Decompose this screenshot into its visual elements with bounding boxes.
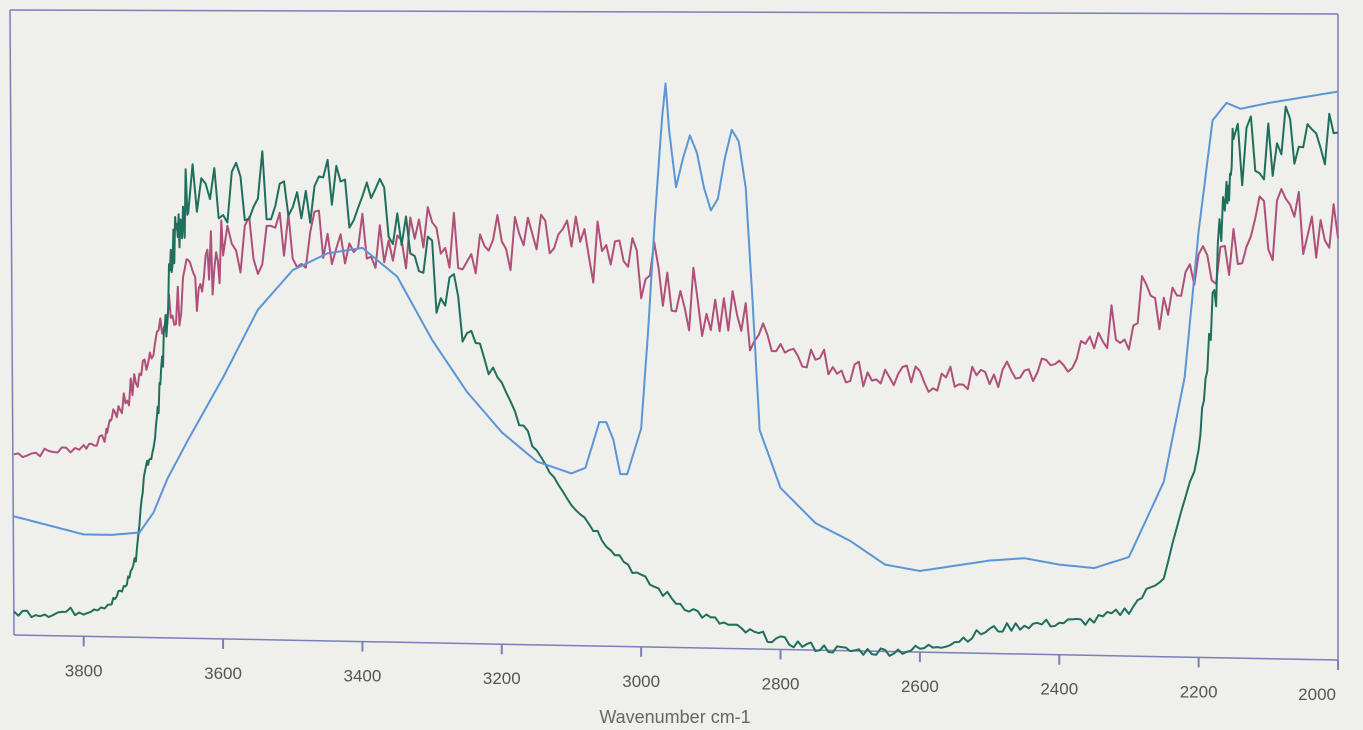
x-axis-title: Wavenumber cm-1 [599,707,750,727]
series-line-2 [13,105,1339,657]
x-tick-label: 2600 [901,677,939,696]
x-tick-label: 3400 [344,667,382,686]
x-tick-label: 3000 [622,672,660,691]
x-tick-label: 3600 [204,664,242,683]
plot-frame-top [9,9,1339,15]
x-tick-label: 2800 [762,674,800,693]
x-axis-line [13,634,1339,661]
series-layer [13,82,1339,657]
x-tick-label: 2000 [1298,685,1336,704]
x-ticks: 3800 3600 3400 3200 3000 2800 2600 2400 2200 2000 [65,636,1339,704]
x-tick-label: 2200 [1180,682,1218,701]
plot-frame-left [9,9,15,636]
series-line-1 [13,188,1339,459]
series-line-3 [13,82,1339,572]
x-tick-label: 2400 [1040,680,1078,699]
x-tick-label: 3200 [483,669,521,688]
x-tick-label: 3800 [65,661,103,680]
